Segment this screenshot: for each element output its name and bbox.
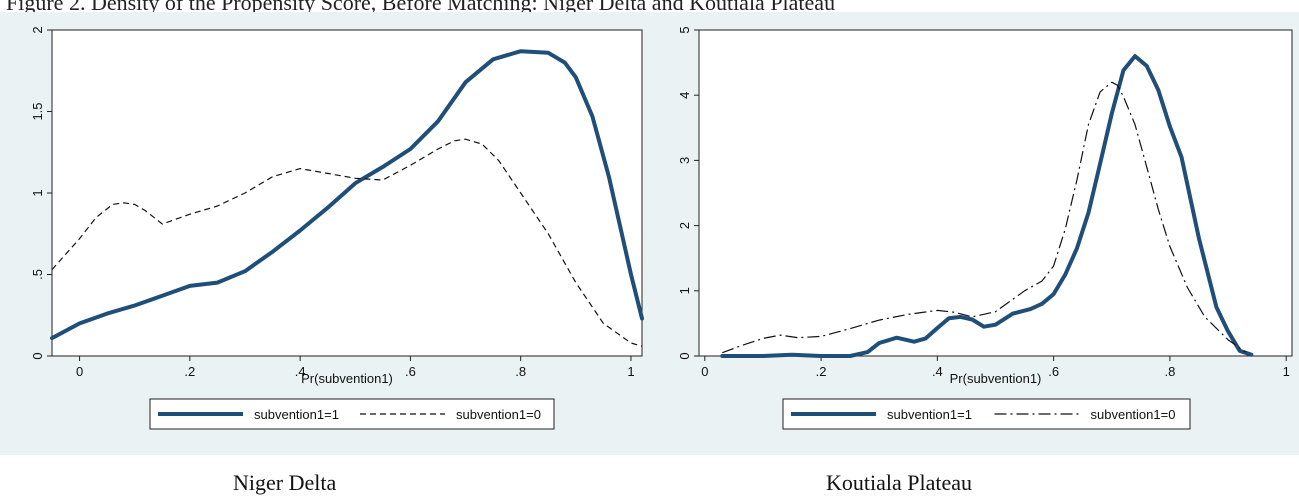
x-tick-label: 1: [1283, 364, 1290, 379]
y-tick-label: 3: [677, 157, 692, 164]
y-tick-label: 0: [677, 352, 692, 359]
caption-koutiala-plateau: Koutiala Plateau: [826, 470, 973, 495]
y-tick-label: .5: [30, 269, 45, 280]
caption-niger-delta: Niger Delta: [233, 470, 337, 495]
x-tick-label: .4: [295, 364, 306, 379]
x-tick-label: .8: [515, 364, 526, 379]
series-line-subvention1-0: [51, 138, 643, 347]
chart-koutiala-plateau: 0 1 2 3 4 5 0 .2 .4 .6 .8 1 Pr(subvention1) subventio…: [677, 26, 1293, 430]
figure-title: Figure 2. Density of the Propensity Scor…: [6, 0, 836, 14]
x-tick-label: .2: [184, 364, 195, 379]
y-tick-label: 0: [30, 352, 45, 359]
y-tick-label: 2: [677, 222, 692, 229]
x-axis-label: Pr(subvention1): [301, 371, 393, 386]
series-line-subvention1-0: [722, 81, 1246, 354]
x-tick-label: 0: [76, 364, 83, 379]
plot-area: [698, 29, 1293, 357]
series-line-subvention1-1: [50, 49, 644, 341]
y-tick-label: 1: [677, 287, 692, 294]
x-axis-label: Pr(subvention1): [950, 371, 1042, 386]
y-tick-label: 4: [677, 92, 692, 99]
x-tick-label: 0: [701, 364, 708, 379]
x-tick-label: .2: [816, 364, 827, 379]
x-tick-label: 1: [627, 364, 634, 379]
legend-label: subvention1=1: [254, 407, 339, 422]
legend-box: [149, 398, 555, 430]
x-tick-label: .8: [1164, 364, 1175, 379]
y-tick-label: 5: [677, 26, 692, 33]
x-tick-label: .6: [1048, 364, 1059, 379]
chart-niger-delta: 0 .5 1 1.5 2 0 .2 .4 .6 .8 1 Pr(subvention1) subvent…: [30, 26, 644, 430]
legend-label: subvention1=1: [887, 407, 972, 422]
x-tick-label: .4: [932, 364, 943, 379]
legend-label: subvention1=0: [456, 407, 541, 422]
series-line-subvention1-1: [720, 54, 1254, 358]
y-tick-label: 1: [30, 189, 45, 196]
legend-label: subvention1=0: [1091, 407, 1176, 422]
y-tick-label: 2: [30, 26, 45, 33]
y-tick-label: 1.5: [30, 102, 45, 120]
x-tick-label: .6: [405, 364, 416, 379]
